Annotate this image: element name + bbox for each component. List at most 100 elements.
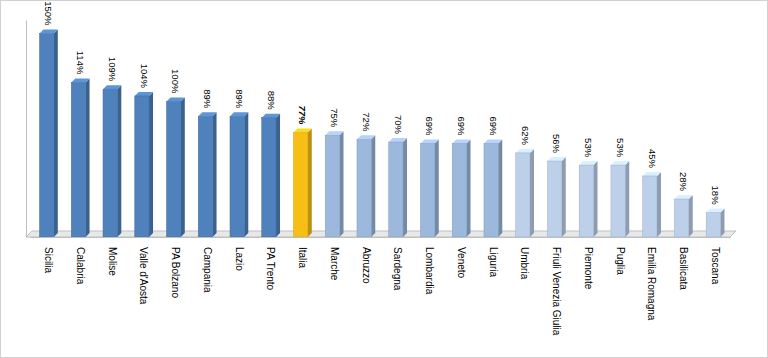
x-axis-line [31, 237, 731, 238]
x-tick-label: PA Bolzano [170, 247, 181, 298]
bar-side [720, 209, 724, 237]
bar-top [611, 161, 629, 165]
bar-side [689, 195, 693, 237]
x-tick-label: Veneto [456, 247, 467, 279]
bar-side [562, 157, 566, 237]
x-tick-label: Calabria [75, 247, 86, 285]
data-label: 45% [647, 149, 658, 169]
x-tick: PA Trento [265, 237, 276, 291]
x-tick-label: Marche [329, 247, 340, 281]
x-tick-label: Liguria [488, 247, 499, 277]
bar-top [579, 161, 597, 165]
bar-front [40, 34, 54, 237]
x-tick-label: Basilicata [678, 247, 689, 290]
x-tick: Puglia [615, 237, 626, 275]
data-label: 56% [551, 134, 562, 154]
x-tick-label: Puglia [615, 247, 626, 275]
bar-front [389, 142, 403, 237]
bar-front [516, 153, 530, 237]
bar-top [643, 172, 661, 176]
data-label: 89% [202, 89, 213, 109]
bar-side [86, 78, 90, 237]
bar-front [547, 161, 561, 237]
x-tick: Liguria [488, 237, 499, 277]
bar-side [657, 172, 661, 237]
bar-top [547, 157, 565, 161]
bar-top [230, 112, 248, 116]
bar [71, 78, 89, 237]
x-tick-label: Molise [107, 247, 118, 276]
bar [135, 92, 153, 237]
bar-side [276, 114, 280, 237]
data-label: 69% [456, 116, 467, 136]
bar [643, 172, 661, 237]
bar-front [135, 96, 149, 237]
x-tick: Sardegna [392, 237, 403, 291]
x-tick: Marche [329, 237, 340, 281]
bar-front [484, 143, 498, 237]
bar-side [530, 149, 534, 237]
data-label: 100% [170, 69, 181, 94]
bar [674, 195, 692, 237]
bar [293, 129, 311, 237]
data-label: 75% [329, 108, 340, 128]
bar-front [420, 143, 434, 237]
bar-side [498, 139, 502, 237]
data-label: 53% [615, 138, 626, 158]
bar [198, 112, 216, 237]
x-tick: Calabria [75, 237, 86, 285]
x-tick-label: Piemonte [583, 247, 594, 290]
data-label: 89% [234, 89, 245, 109]
bar [484, 139, 502, 237]
data-label: 69% [488, 116, 499, 136]
x-tick: Umbria [519, 237, 530, 280]
bar-front [167, 101, 181, 237]
x-tick: Piemonte [583, 237, 594, 290]
x-tick-label: Toscana [710, 247, 721, 285]
x-tick-label: Sardegna [392, 247, 403, 291]
bar-top [484, 139, 502, 143]
data-label: 77% [297, 106, 308, 126]
bar [452, 139, 470, 237]
chart-frame [1, 1, 768, 358]
bar-top [674, 195, 692, 199]
bar-side [181, 97, 185, 237]
bar [547, 157, 565, 237]
x-tick: Valle d'Aosta [138, 237, 149, 305]
x-tick: Basilicata [678, 237, 689, 290]
data-label: 18% [710, 186, 721, 206]
x-tick: Lombardia [424, 237, 435, 295]
bar [103, 85, 121, 237]
bar-top [516, 149, 534, 153]
bar [167, 97, 185, 237]
bar-top [452, 139, 470, 143]
bar-front [674, 199, 688, 237]
data-labels: 150%114%109%104%100%89%89%88%77%75%72%70… [43, 1, 721, 205]
data-label: 70% [393, 115, 404, 135]
y-axis [26, 21, 27, 238]
x-tick-label: Campania [202, 247, 213, 293]
x-tick: Molise [107, 237, 118, 276]
bar [516, 149, 534, 237]
bar-side [593, 161, 597, 237]
x-tick-label: Lazio [234, 247, 245, 271]
data-label: 104% [139, 64, 150, 89]
data-label: 62% [520, 126, 531, 146]
x-tick-label: Italia [297, 247, 308, 269]
bar-top [325, 131, 343, 135]
bar-side [435, 139, 439, 237]
data-label: 28% [678, 172, 689, 192]
bar-side [244, 112, 248, 237]
x-tick-label: Umbria [519, 247, 530, 280]
bar-front [293, 133, 307, 237]
bar [325, 131, 343, 237]
bar-top [40, 30, 58, 34]
x-tick: Toscana [710, 237, 721, 285]
bar-side [403, 138, 407, 237]
bar [579, 161, 597, 237]
x-tick: Friuli Venezia Giulia [551, 237, 562, 336]
bar-top [262, 114, 280, 118]
bar [357, 135, 375, 237]
x-tick-label: Lombardia [424, 247, 435, 295]
floor [26, 231, 736, 237]
